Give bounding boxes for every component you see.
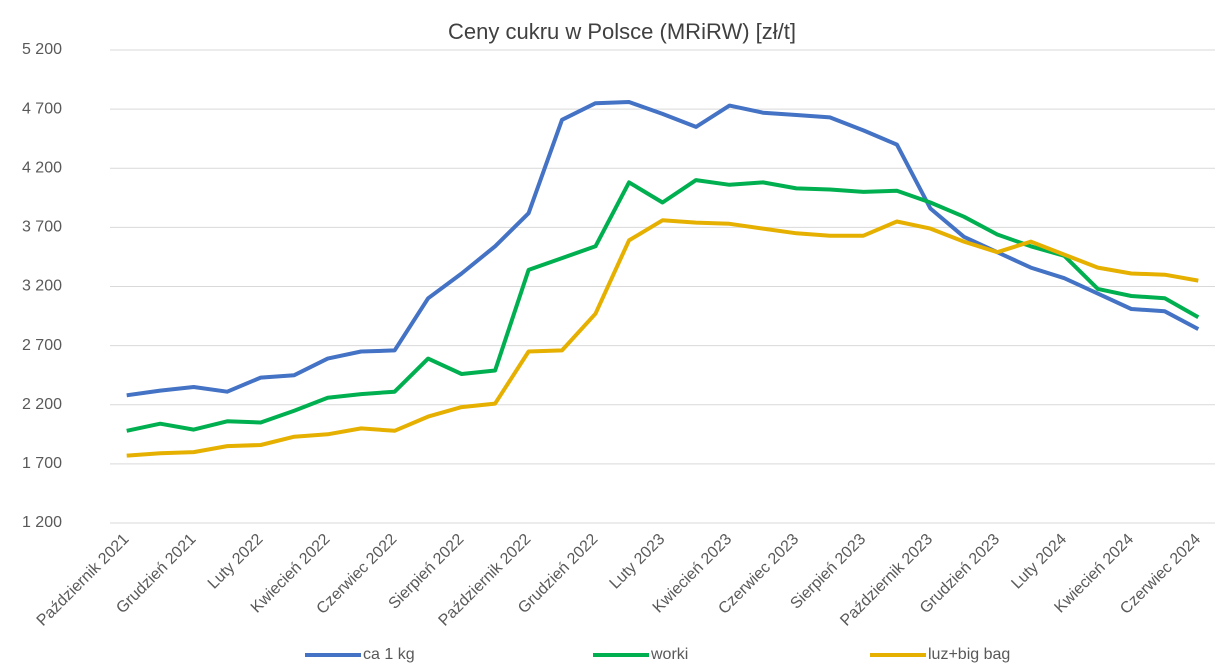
legend-label: worki [650,646,688,663]
chart-title: Ceny cukru w Polsce (MRiRW) [zł/t] [448,19,796,44]
y-tick-label: 3 200 [22,278,62,295]
legend-label: ca 1 kg [363,646,415,663]
x-tick-label: Październik 2021 [34,531,133,630]
y-tick-label: 4 700 [22,100,62,117]
series-line [126,100,1200,398]
y-tick-label: 5 200 [22,41,62,58]
y-tick-label: 1 700 [22,455,62,472]
y-tick-label: 1 200 [22,514,62,531]
legend-label: luz+big bag [928,646,1010,663]
x-tick-label: Luty 2023 [607,531,669,593]
x-tick-label: Luty 2024 [1008,531,1070,593]
y-tick-label: 3 700 [22,219,62,236]
y-tick-label: 2 200 [22,396,62,413]
series-line [126,218,1199,458]
y-tick-label: 2 700 [22,337,62,354]
series-line [126,178,1200,433]
y-tick-label: 4 200 [22,159,62,176]
x-tick-label: Luty 2022 [205,531,267,593]
